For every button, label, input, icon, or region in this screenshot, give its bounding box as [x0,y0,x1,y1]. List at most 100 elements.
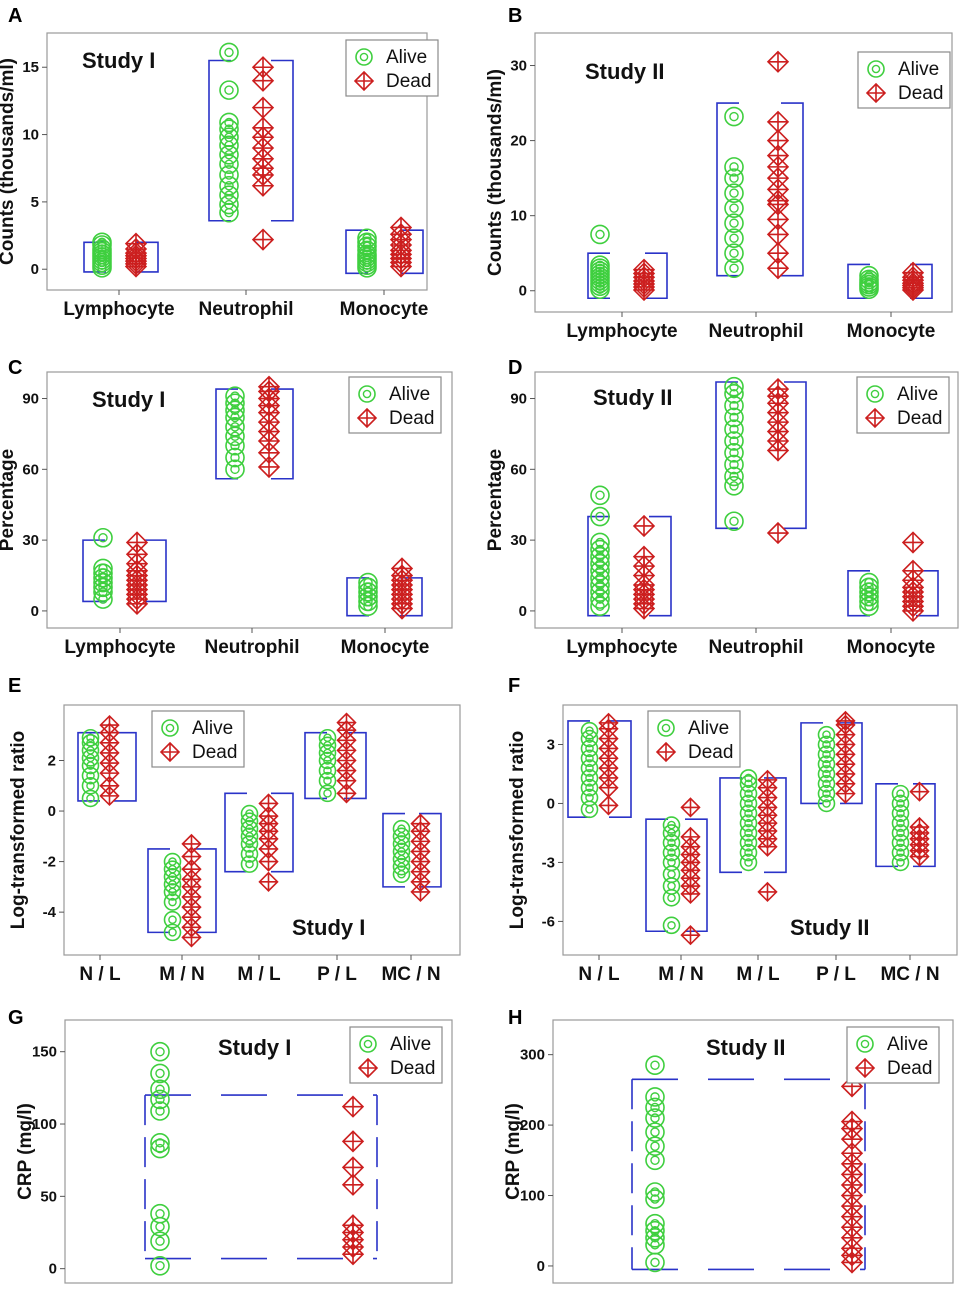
legend-alive-label: Alive [898,59,939,80]
y-tick-label: 20 [510,133,527,150]
alive-point-core [729,471,739,482]
alive-point-core [822,730,831,739]
category-label: MC / N [880,964,939,985]
plot-frame [534,371,959,629]
alive-point [590,532,610,553]
alive-point [645,1235,665,1255]
y-axis-label: CRP (mg/l) [15,1103,36,1200]
alive-point-core [822,799,831,808]
category-label: M / N [658,964,703,985]
alive-point-core [822,740,831,749]
bracket-left [346,577,369,617]
dead-point [909,781,930,802]
alive-point [219,127,239,148]
alive-point [867,60,885,78]
alive-point [739,794,758,813]
alive-point [724,431,744,451]
alive-point [724,157,744,177]
alive-point-core [744,838,753,848]
alive-point [645,1122,665,1142]
alive-point [590,575,610,595]
y-tick-label: 50 [40,1188,57,1205]
alive-point-core [896,799,905,808]
y-tick-label: 0 [31,261,39,278]
alive-point-core [165,723,175,733]
alive-point-core [585,773,594,783]
alive-point-core [230,398,240,408]
alive-point-core [155,1143,165,1154]
category-label: Neutrophil [205,637,300,658]
dead-point [840,1110,864,1133]
alive-point [240,819,259,838]
panel-label: G [8,1007,24,1029]
alive-point-core [585,744,594,753]
alive-point-core [744,818,753,828]
alive-point [817,775,836,793]
alive-point [219,42,239,63]
alive-point [724,395,744,416]
dead-point [124,232,148,255]
alive-point [724,376,744,397]
bracket-right [784,381,807,530]
alive-point [645,1097,665,1118]
alive-point [163,893,182,911]
alive-point [358,385,376,403]
alive-point [580,769,599,787]
range-bracket [719,777,787,874]
category-label: Monocyte [340,299,429,320]
alive-point [359,1035,377,1053]
alive-point [724,183,744,203]
alive-point-core [729,481,739,491]
alive-point [859,572,879,593]
y-axis-label: Counts (thousands/ml) [0,58,18,265]
alive-point-core [155,1138,165,1148]
alive-point [817,725,836,744]
alive-point-core [896,828,905,838]
y-tick-label: 0 [537,1258,545,1275]
legend-alive-label: Alive [887,1034,928,1055]
alive-point-core [230,405,240,416]
bracket-right [913,783,936,868]
plot-frame [46,371,453,629]
alive-point [318,784,337,803]
y-tick-label: 0 [519,283,527,300]
alive-point [724,383,744,404]
dead-point [909,816,930,838]
alive-point [645,1220,665,1241]
alive-point [724,476,744,496]
dead-point [598,795,619,816]
bracket-right [401,229,424,275]
alive-point-core [323,776,332,786]
alive-point-core [744,828,753,838]
alive-point-core [595,601,605,611]
alive-point [163,860,182,878]
plot-frame [64,1019,453,1284]
alive-point-core [667,858,676,867]
alive-point [739,843,758,862]
alive-point [739,814,758,832]
alive-point [219,185,239,205]
bracket-right [344,731,367,800]
chart-title: Study II [706,1035,785,1060]
alive-point [318,771,337,790]
bracket-left [800,722,823,805]
alive-point [859,265,879,286]
legend: Alive Dead [348,376,442,434]
alive-point [817,735,836,754]
alive-point [81,766,100,785]
bracket-left [847,263,870,300]
alive-point-core [864,274,874,285]
dead-point [757,881,778,903]
alive-point-core [224,159,234,169]
bracket-left [147,848,170,934]
category-label: Neutrophil [709,637,804,658]
dead-point [766,50,790,73]
alive-point-core [155,1084,165,1095]
alive-point [150,1079,170,1100]
alive-point [150,1138,170,1159]
alive-point-core [585,753,594,763]
alive-point [163,875,182,894]
alive-point [150,1101,170,1121]
alive-point-core [729,233,739,243]
alive-point-core [650,1113,660,1123]
